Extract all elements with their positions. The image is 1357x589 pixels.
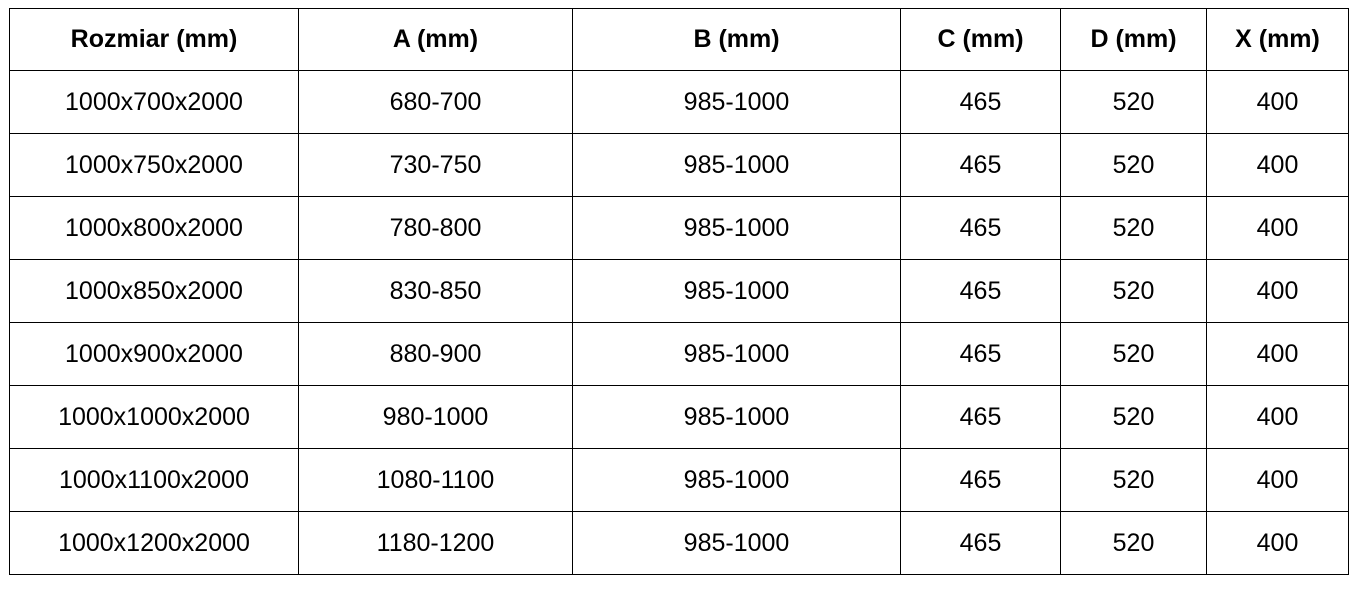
table-row: 1000x700x2000 680-700 985-1000 465 520 400	[9, 70, 1349, 134]
table-cell: 880-900	[298, 322, 573, 386]
table-cell: 730-750	[298, 133, 573, 197]
table-row: 1000x750x2000 730-750 985-1000 465 520 400	[9, 133, 1349, 197]
table-cell: 465	[900, 511, 1061, 575]
column-header: B (mm)	[572, 8, 901, 71]
table-cell: 985-1000	[572, 196, 901, 260]
table-cell: 520	[1060, 133, 1207, 197]
table-cell: 520	[1060, 511, 1207, 575]
table-row: 1000x900x2000 880-900 985-1000 465 520 400	[9, 322, 1349, 386]
table-row: 1000x850x2000 830-850 985-1000 465 520 400	[9, 259, 1349, 323]
column-header: Rozmiar (mm)	[9, 8, 299, 71]
table-cell: 985-1000	[572, 385, 901, 449]
table-cell: 1000x700x2000	[9, 70, 299, 134]
table-cell: 780-800	[298, 196, 573, 260]
table-cell: 465	[900, 70, 1061, 134]
table-cell: 1000x1000x2000	[9, 385, 299, 449]
table-cell: 465	[900, 385, 1061, 449]
table-row: 1000x1100x2000 1080-1100 985-1000 465 520 400	[9, 448, 1349, 512]
table-cell: 1000x800x2000	[9, 196, 299, 260]
table-cell: 465	[900, 196, 1061, 260]
table-cell: 520	[1060, 322, 1207, 386]
table-cell: 400	[1206, 196, 1349, 260]
table-cell: 1080-1100	[298, 448, 573, 512]
table-cell: 1000x900x2000	[9, 322, 299, 386]
table-row: 1000x1000x2000 980-1000 985-1000 465 520 400	[9, 385, 1349, 449]
header-row: Rozmiar (mm) A (mm) B (mm) C (mm) D (mm) X (m…	[9, 8, 1349, 71]
table-cell: 985-1000	[572, 259, 901, 323]
table-cell: 520	[1060, 385, 1207, 449]
table-cell: 465	[900, 133, 1061, 197]
table-cell: 985-1000	[572, 133, 901, 197]
table-row: 1000x1200x2000 1180-1200 985-1000 465 520 400	[9, 511, 1349, 575]
table-cell: 985-1000	[572, 511, 901, 575]
table-cell: 1180-1200	[298, 511, 573, 575]
table-cell: 985-1000	[572, 322, 901, 386]
table-cell: 400	[1206, 448, 1349, 512]
table-cell: 400	[1206, 133, 1349, 197]
table-cell: 985-1000	[572, 70, 901, 134]
dimensions-table: Rozmiar (mm) A (mm) B (mm) C (mm) D (mm) X (m…	[9, 8, 1349, 575]
table-cell: 465	[900, 448, 1061, 512]
table-cell: 400	[1206, 70, 1349, 134]
table-cell: 400	[1206, 259, 1349, 323]
column-header: X (mm)	[1206, 8, 1349, 71]
table-cell: 520	[1060, 196, 1207, 260]
table-cell: 520	[1060, 70, 1207, 134]
table-cell: 520	[1060, 448, 1207, 512]
table-cell: 400	[1206, 322, 1349, 386]
table-cell: 1000x1100x2000	[9, 448, 299, 512]
table-cell: 830-850	[298, 259, 573, 323]
table-cell: 465	[900, 259, 1061, 323]
table-cell: 1000x1200x2000	[9, 511, 299, 575]
table-row: 1000x800x2000 780-800 985-1000 465 520 400	[9, 196, 1349, 260]
column-header: D (mm)	[1060, 8, 1207, 71]
column-header: A (mm)	[298, 8, 573, 71]
table-cell: 465	[900, 322, 1061, 386]
table-cell: 985-1000	[572, 448, 901, 512]
table-cell: 980-1000	[298, 385, 573, 449]
table-cell: 680-700	[298, 70, 573, 134]
table-cell: 520	[1060, 259, 1207, 323]
table-cell: 1000x850x2000	[9, 259, 299, 323]
table-cell: 400	[1206, 511, 1349, 575]
table-cell: 1000x750x2000	[9, 133, 299, 197]
table-cell: 400	[1206, 385, 1349, 449]
column-header: C (mm)	[900, 8, 1061, 71]
